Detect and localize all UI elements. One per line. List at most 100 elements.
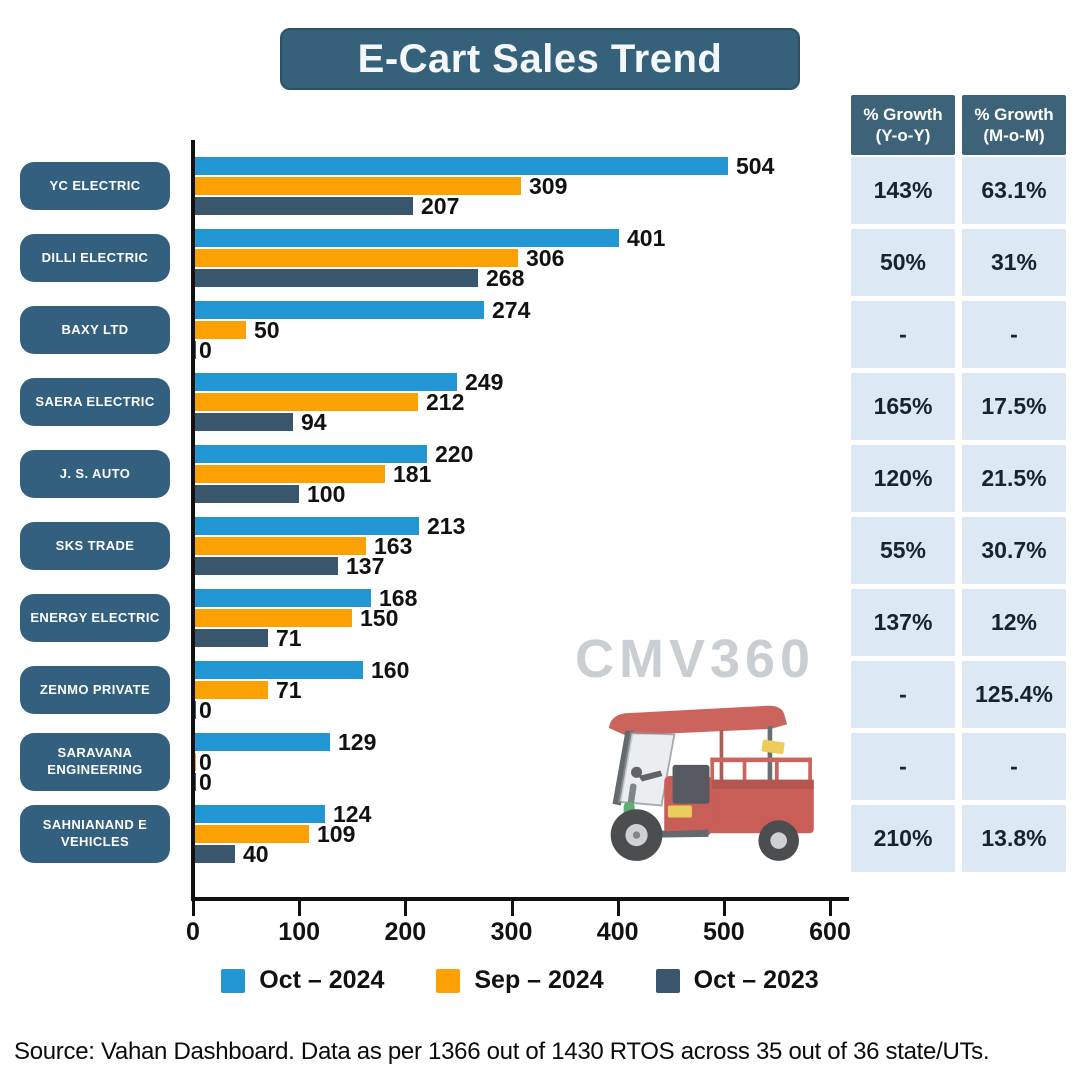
growth-mom-cell: 31% [962, 229, 1066, 296]
growth-mom-cell: - [962, 733, 1066, 800]
bar [193, 629, 268, 647]
bar-value-label: 249 [465, 369, 504, 395]
bar [193, 413, 293, 431]
bar [193, 845, 235, 863]
bar-value-label: 50 [254, 317, 280, 343]
legend-swatch-icon [436, 968, 461, 993]
legend-swatch-icon [655, 968, 680, 993]
bar-value-label: 309 [529, 173, 568, 199]
growth-mom-cell: 13.8% [962, 805, 1066, 872]
category-pill: DILLI ELECTRIC [20, 234, 170, 282]
growth-mom-cell: 21.5% [962, 445, 1066, 512]
bar-value-label: 137 [346, 553, 385, 579]
bar-value-label: 504 [736, 153, 775, 179]
bar [193, 805, 325, 823]
x-axis-tick-label: 300 [490, 918, 533, 946]
bar [193, 373, 457, 391]
bar-value-label: 150 [360, 605, 399, 631]
growth-mom-cell: 30.7% [962, 517, 1066, 584]
x-axis-tick [192, 901, 195, 916]
growth-yoy-cell: 137% [851, 589, 955, 656]
x-axis-tick-label: 100 [278, 918, 321, 946]
category-pill: SAHNIANAND E VEHICLES [20, 805, 170, 863]
bar [193, 445, 427, 463]
bar-value-label: 306 [526, 245, 565, 271]
bar-value-label: 401 [627, 225, 666, 251]
source-text: Source: Vahan Dashboard. Data as per 136… [14, 1038, 990, 1065]
table-header-mom: % Growth (M-o-M) [962, 95, 1066, 155]
legend-swatch-icon [221, 968, 246, 993]
x-axis-tick-label: 600 [809, 918, 851, 946]
bar-value-label: 71 [276, 625, 302, 651]
bar [193, 609, 352, 627]
bar-value-label: 168 [379, 585, 418, 611]
x-axis-tick [404, 901, 408, 916]
ecart-vehicle-image [608, 705, 814, 861]
bar [193, 661, 363, 679]
category-pill: ENERGY ELECTRIC [20, 594, 170, 642]
x-axis-tick [722, 901, 726, 916]
bar [193, 229, 619, 247]
bar-value-label: 160 [371, 657, 410, 683]
legend-item: Oct – 2024 [221, 966, 384, 995]
bar [193, 301, 484, 319]
growth-yoy-cell: 210% [851, 805, 955, 872]
bar-value-label: 94 [301, 409, 327, 435]
x-axis-tick [616, 901, 620, 916]
bar [193, 517, 419, 535]
growth-yoy-cell: - [851, 301, 955, 368]
bar [193, 557, 338, 575]
bar [193, 825, 309, 843]
growth-yoy-cell: 165% [851, 373, 955, 440]
bar-value-label: 268 [486, 265, 525, 291]
growth-mom-cell: 17.5% [962, 373, 1066, 440]
growth-mom-cell: 125.4% [962, 661, 1066, 728]
legend: Oct – 2024 Sep – 2024 Oct – 2023 [170, 966, 870, 995]
category-pill: SKS TRADE [20, 522, 170, 570]
bar [193, 177, 521, 195]
legend-item: Sep – 2024 [436, 966, 604, 995]
page-title: E-Cart Sales Trend [357, 36, 723, 81]
growth-mom-cell: 12% [962, 589, 1066, 656]
legend-label: Oct – 2024 [259, 966, 385, 994]
bar [193, 197, 413, 215]
title-banner: E-Cart Sales Trend [280, 28, 800, 90]
bar-value-label: 212 [426, 389, 465, 415]
bar [193, 157, 728, 175]
x-axis-tick-label: 200 [384, 918, 427, 946]
category-pill: ZENMO PRIVATE [20, 666, 170, 714]
bar [193, 589, 371, 607]
bar [193, 249, 518, 267]
bar-value-label: 40 [243, 841, 269, 867]
bar-value-label: 207 [421, 193, 460, 219]
growth-mom-cell: - [962, 301, 1066, 368]
bar [193, 733, 330, 751]
x-axis-tick-label: 400 [596, 918, 639, 946]
x-axis-tick-label: 0 [186, 918, 200, 946]
bar [193, 485, 299, 503]
bar-value-label: 109 [317, 821, 356, 847]
bar-value-label: 163 [374, 533, 413, 559]
table-header-yoy: % Growth (Y-o-Y) [851, 95, 955, 155]
category-pill: BAXY LTD [20, 306, 170, 354]
bar [193, 269, 478, 287]
bar [193, 321, 246, 339]
category-pill: J. S. AUTO [20, 450, 170, 498]
growth-yoy-cell: 50% [851, 229, 955, 296]
growth-mom-cell: 63.1% [962, 157, 1066, 224]
bar [193, 465, 385, 483]
bar-value-label: 0 [199, 697, 212, 723]
category-pill: YC ELECTRIC [20, 162, 170, 210]
bar-value-label: 0 [199, 749, 212, 775]
bar-value-label: 71 [276, 677, 302, 703]
growth-yoy-cell: - [851, 733, 955, 800]
bar-value-label: 0 [199, 769, 212, 795]
growth-yoy-cell: - [851, 661, 955, 728]
bar-value-label: 124 [333, 801, 372, 827]
x-axis-tick [829, 901, 832, 916]
bar-value-label: 0 [199, 337, 212, 363]
legend-item: Oct – 2023 [655, 966, 819, 995]
x-axis-line [191, 897, 849, 901]
x-axis-tick [298, 901, 302, 916]
